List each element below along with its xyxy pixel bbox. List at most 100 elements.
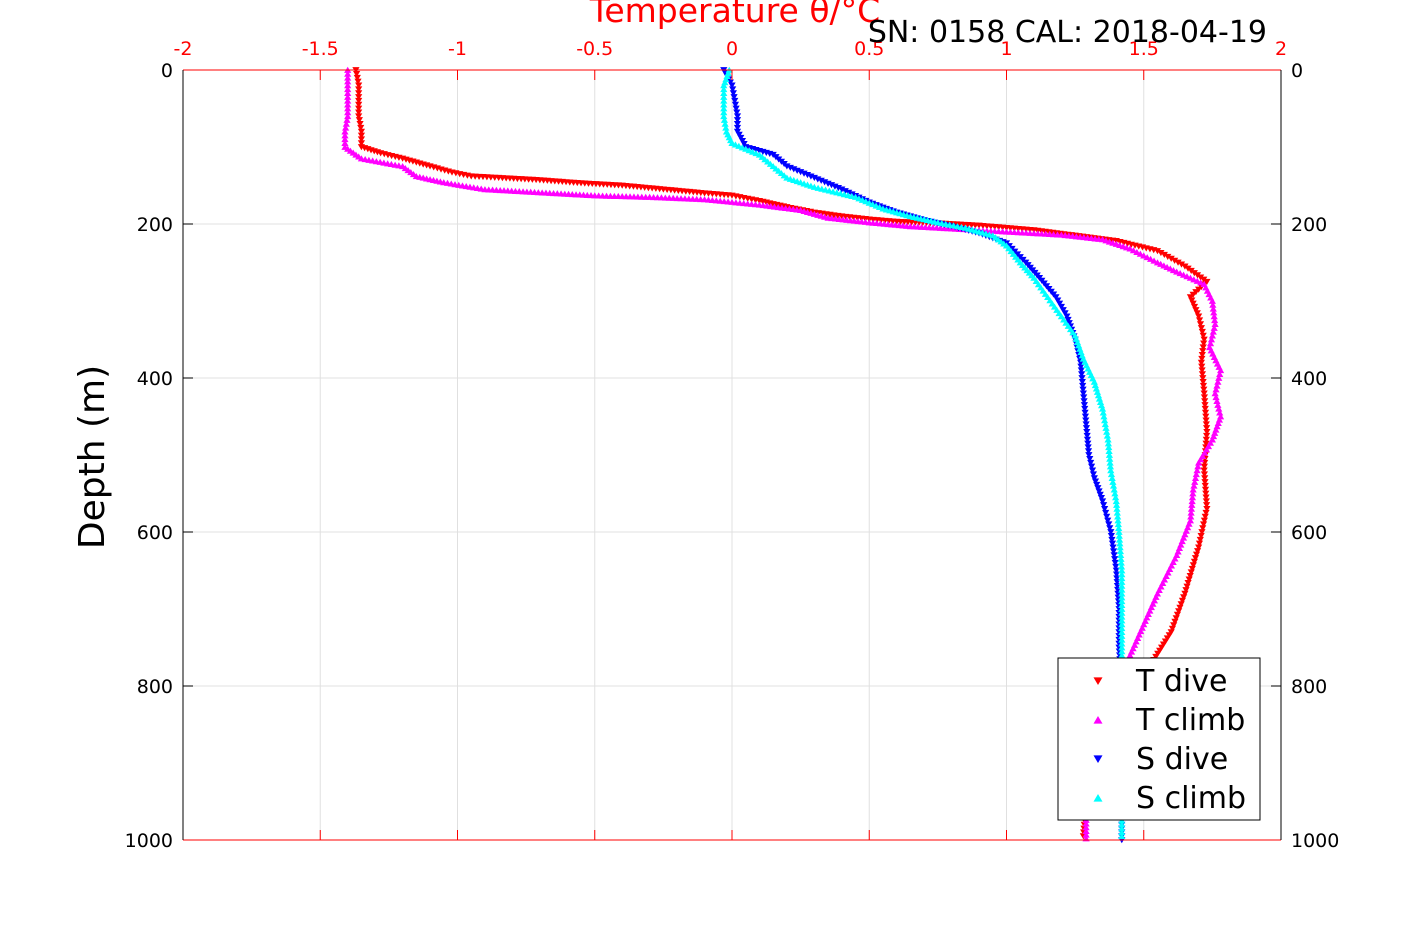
data-point (353, 70, 361, 78)
data-point (1112, 571, 1121, 578)
data-point (1177, 601, 1185, 608)
data-point (1199, 375, 1207, 382)
data-point (733, 113, 742, 120)
data-point (1112, 563, 1120, 570)
data-point (733, 109, 741, 116)
x-tick-label: 1.5 (1129, 38, 1159, 60)
data-point (357, 128, 366, 135)
data-point (1200, 340, 1208, 347)
data-point (355, 117, 363, 124)
x-tick-label: 2 (1275, 38, 1287, 60)
data-point (357, 136, 366, 143)
data-point (1109, 478, 1117, 485)
data-point (1116, 540, 1124, 547)
data-point (1200, 386, 1208, 393)
data-point (343, 116, 351, 123)
data-point (1200, 467, 1208, 474)
data-point (1118, 586, 1126, 593)
data-point (1082, 824, 1090, 831)
data-point (1112, 494, 1120, 501)
data-point (720, 116, 729, 123)
data-point (1191, 474, 1200, 481)
data-point (1118, 598, 1126, 605)
data-point (1086, 455, 1094, 463)
data-point (1214, 378, 1222, 385)
data-point (1118, 574, 1126, 582)
data-point (1118, 601, 1126, 609)
data-point (1199, 344, 1207, 351)
data-point (1187, 509, 1195, 516)
data-point (1195, 540, 1204, 547)
data-point (357, 132, 366, 139)
data-point (1215, 374, 1223, 381)
data-point (1113, 501, 1121, 508)
data-point (1189, 486, 1197, 493)
data-point (1172, 615, 1180, 622)
data-point (1165, 632, 1173, 639)
data-point (1100, 502, 1108, 509)
data-point (1193, 467, 1201, 474)
legend: T dive T climb S dive S climb (1057, 657, 1261, 821)
data-point (357, 140, 366, 147)
data-point (1181, 263, 1189, 270)
data-point (720, 112, 728, 120)
data-point (1118, 567, 1126, 574)
y-tick-label-left: 400 (137, 368, 173, 390)
data-point (1193, 272, 1202, 279)
data-point (1118, 817, 1126, 824)
data-point (1157, 644, 1166, 651)
data-point (1087, 463, 1096, 470)
data-point (1117, 555, 1125, 562)
y-tick-label-right: 400 (1291, 368, 1327, 390)
y-tick-label-left: 800 (137, 676, 173, 698)
data-point (1180, 594, 1188, 601)
data-point (1055, 300, 1064, 307)
data-point (733, 117, 742, 124)
data-point (1159, 641, 1168, 648)
data-point (1118, 636, 1126, 643)
data-point (1117, 563, 1126, 570)
data-point (1191, 555, 1200, 562)
data-point (1080, 398, 1088, 405)
calibration-annotation: SN: 0158 CAL: 2018-04-19 (868, 15, 1267, 50)
data-point (1118, 609, 1126, 616)
data-point (1199, 378, 1207, 386)
data-point (1083, 436, 1092, 443)
data-point (356, 121, 364, 128)
data-point (1107, 532, 1115, 540)
data-point (1118, 640, 1126, 647)
data-point (1103, 428, 1111, 435)
data-point (1118, 594, 1126, 601)
data-point (1201, 398, 1209, 405)
data-point (1198, 529, 1206, 536)
data-point (1184, 580, 1192, 587)
data-point (1211, 317, 1219, 324)
data-point (344, 78, 352, 85)
data-point (1102, 424, 1110, 431)
data-point (1109, 548, 1118, 555)
data-point (1113, 509, 1121, 516)
data-point (1171, 257, 1179, 264)
data-point (1113, 505, 1121, 512)
data-point (1079, 390, 1087, 397)
data-point (1188, 501, 1196, 508)
data-point (1200, 517, 1209, 524)
data-point (1199, 521, 1208, 528)
data-point (1178, 597, 1187, 604)
y-tick-label-left: 600 (137, 522, 173, 544)
data-point (1200, 394, 1209, 401)
data-point (1054, 297, 1062, 304)
data-point (1061, 310, 1069, 317)
data-point (1116, 544, 1124, 551)
data-point (1083, 429, 1091, 436)
data-point (1088, 467, 1097, 474)
data-point (1202, 413, 1210, 420)
data-point (344, 109, 352, 116)
data-point (1091, 381, 1099, 389)
x-tick-label: 1 (1000, 38, 1012, 60)
data-point (1082, 425, 1091, 432)
data-point (1202, 421, 1210, 428)
data-point (344, 101, 352, 108)
data-point (1203, 425, 1211, 432)
data-point (1077, 363, 1085, 370)
